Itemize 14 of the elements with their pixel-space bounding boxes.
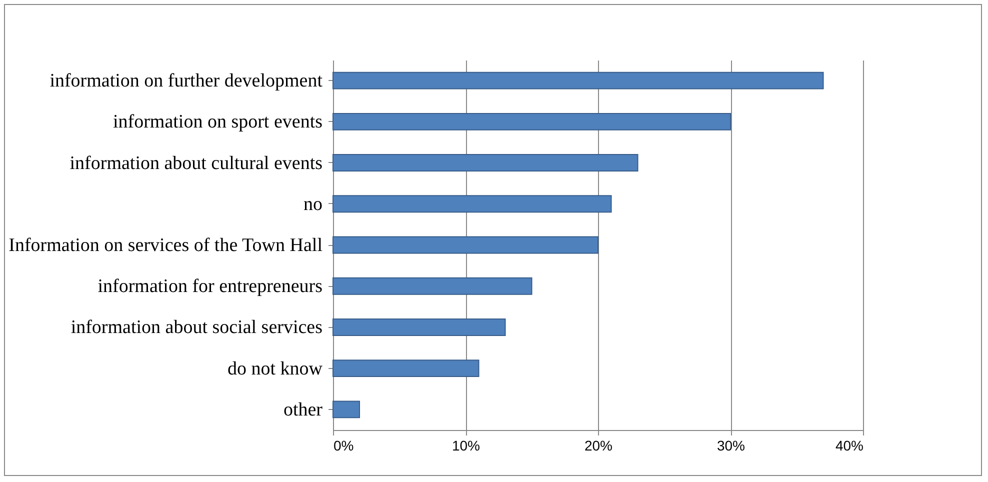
y-tick-label: information about cultural events bbox=[70, 152, 322, 174]
y-tick-label: information about social services bbox=[70, 317, 322, 338]
x-tick-label: 20% bbox=[584, 438, 613, 454]
x-tick-label: 0% bbox=[334, 438, 354, 454]
y-tick-label: information on sport events bbox=[113, 112, 322, 133]
y-tick-label: information on further development bbox=[50, 70, 324, 92]
y-tick-label: do not know bbox=[228, 358, 323, 380]
y-tick-label: Information on services of the Town Hall bbox=[8, 235, 322, 256]
x-tick-label: 10% bbox=[452, 438, 480, 454]
y-tick-label: information for entrepreneurs bbox=[98, 276, 322, 298]
x-tick-label: 30% bbox=[716, 438, 746, 454]
y-tick-label: no bbox=[304, 194, 322, 215]
y-tick-label: other bbox=[283, 399, 324, 420]
x-tick-label: 40% bbox=[835, 438, 864, 454]
